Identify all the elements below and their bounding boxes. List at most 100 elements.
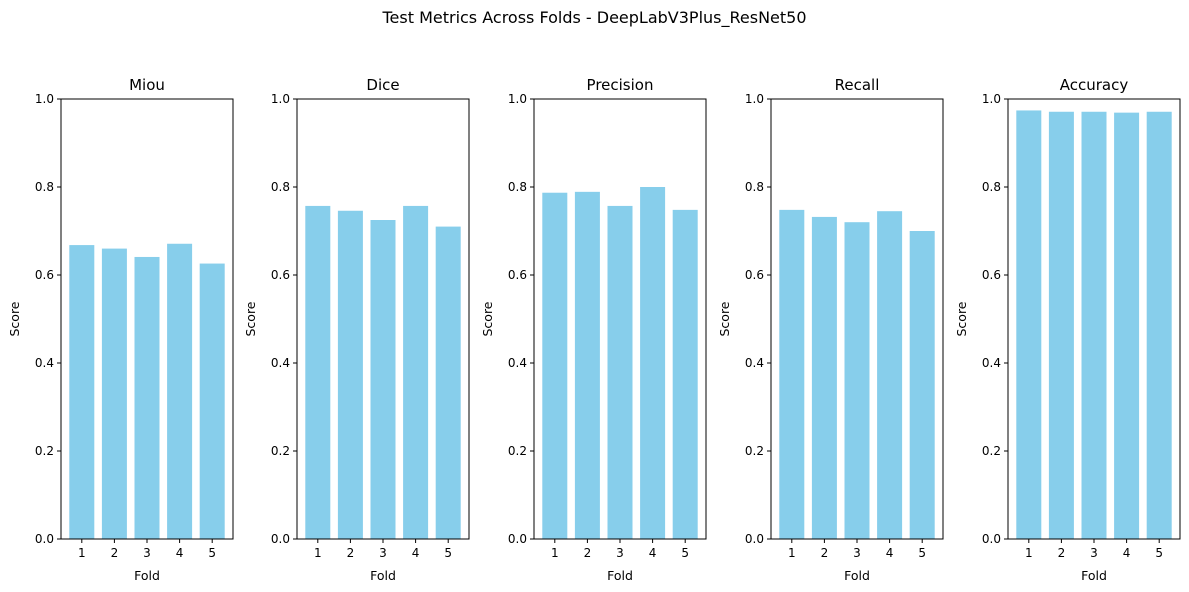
y-tick-label: 0.8 xyxy=(271,180,290,194)
panel-dice: 0.0 0.2 0.4 0.6 0.8 1.0 1 2 3 4 5 Dice Fold Score xyxy=(243,76,470,583)
x-tick-label: 2 xyxy=(111,546,119,560)
panels: 0.00.20.40.60.81.01 2 3 4 5MiouFoldScore0.00… xyxy=(7,76,1181,583)
x-tick-label: 5 xyxy=(444,546,452,560)
y-axis-label: Score xyxy=(954,301,969,336)
y-axis-label: Score xyxy=(717,301,732,336)
panel-accuracy: 0.0 0.2 0.4 0.6 0.8 1.0 1 2 3 4 5 Accuracy Fold Score xyxy=(954,76,1181,583)
x-tick-label: 4 xyxy=(886,546,894,560)
y-tick-label: 0.4 xyxy=(508,356,527,370)
bar xyxy=(877,211,903,539)
x-tick-label: 2 xyxy=(347,546,355,560)
y-tick-label: 0.6 xyxy=(508,268,527,282)
y-tick-label: 0.6 xyxy=(271,268,290,282)
bar xyxy=(101,248,127,539)
x-tick-label: 1 xyxy=(551,546,559,560)
y-tick-label: 0.6 xyxy=(982,268,1001,282)
bar xyxy=(167,243,193,539)
x-tick-label: 1 xyxy=(788,546,796,560)
x-tick-label: 4 xyxy=(412,546,420,560)
y-tick-label: 1.0 xyxy=(508,92,527,106)
bar xyxy=(640,187,666,539)
y-tick-label: 0.0 xyxy=(508,532,527,546)
x-tick-label: 1 xyxy=(1025,546,1033,560)
x-tick-label: 4 xyxy=(649,546,657,560)
x-tick-label: 2 xyxy=(821,546,829,560)
x-tick-label: 3 xyxy=(1090,546,1098,560)
bar xyxy=(69,245,95,539)
x-tick-label: 1 xyxy=(78,546,86,560)
y-tick-label: 0.6 xyxy=(745,268,764,282)
bar xyxy=(1048,111,1074,539)
y-tick-label: 1.0 xyxy=(745,92,764,106)
y-tick-label: 0.8 xyxy=(508,180,527,194)
y-tick-label: 0.2 xyxy=(508,444,527,458)
bar xyxy=(134,256,160,539)
x-tick-label: 3 xyxy=(143,546,151,560)
bar xyxy=(672,209,698,539)
bar xyxy=(305,205,331,540)
x-tick-label: 5 xyxy=(681,546,689,560)
x-tick-label: 5 xyxy=(208,546,216,560)
x-tick-label: 4 xyxy=(176,546,184,560)
x-tick-label: 5 xyxy=(1155,546,1163,560)
panel-title: Miou xyxy=(129,76,165,94)
y-tick-label: 0.2 xyxy=(271,444,290,458)
x-tick-label: 2 xyxy=(1058,546,1066,560)
bar xyxy=(403,205,429,540)
x-tick-label: 3 xyxy=(616,546,624,560)
bar xyxy=(909,231,935,539)
y-tick-label: 0.8 xyxy=(35,180,54,194)
y-tick-label: 0.2 xyxy=(35,444,54,458)
x-tick-label: 5 xyxy=(918,546,926,560)
bar xyxy=(607,205,633,540)
bar xyxy=(811,216,837,540)
bar xyxy=(1081,111,1107,539)
x-tick-label: 3 xyxy=(853,546,861,560)
panel-title: Dice xyxy=(366,76,399,94)
y-tick-label: 0.2 xyxy=(982,444,1001,458)
bar xyxy=(337,210,363,539)
y-tick-label: 0.4 xyxy=(271,356,290,370)
y-tick-label: 0.8 xyxy=(982,180,1001,194)
figure-title: Test Metrics Across Folds - DeepLabV3Plu… xyxy=(381,8,806,28)
x-axis-label: Fold xyxy=(134,568,160,583)
x-tick-label: 3 xyxy=(379,546,387,560)
y-tick-label: 0.0 xyxy=(745,532,764,546)
bar xyxy=(435,226,461,539)
panel-miou: 0.0 0.2 0.4 0.6 0.8 1.0 1 2 3 4 5 Miou Fold Score xyxy=(7,76,234,583)
bar xyxy=(370,220,396,539)
y-tick-label: 0.8 xyxy=(745,180,764,194)
panel-title: Recall xyxy=(835,76,880,94)
bar xyxy=(542,192,568,539)
y-tick-label: 0.0 xyxy=(271,532,290,546)
y-tick-label: 0.4 xyxy=(982,356,1001,370)
y-tick-label: 0.0 xyxy=(35,532,54,546)
bar xyxy=(199,263,225,539)
bar xyxy=(574,191,600,539)
y-tick-label: 1.0 xyxy=(982,92,1001,106)
panel-title: Precision xyxy=(587,76,654,94)
y-axis-label: Score xyxy=(7,301,22,336)
x-tick-label: 1 xyxy=(314,546,322,560)
panel-title: Accuracy xyxy=(1060,76,1129,94)
panel-precision: 0.0 0.2 0.4 0.6 0.8 1.0 1 2 3 4 5 Precision Fold Scor… xyxy=(480,76,707,583)
y-tick-label: 0.4 xyxy=(35,356,54,370)
y-tick-label: 0.2 xyxy=(745,444,764,458)
panel-recall: 0.0 0.2 0.4 0.6 0.8 1.0 1 2 3 4 5 Recall Fold Score xyxy=(717,76,944,583)
y-tick-label: 0.4 xyxy=(745,356,764,370)
bar xyxy=(1114,112,1140,539)
x-axis-label: Fold xyxy=(844,568,870,583)
y-axis-label: Score xyxy=(480,301,495,336)
bar xyxy=(844,222,870,539)
x-tick-label: 4 xyxy=(1123,546,1131,560)
bar xyxy=(1146,111,1172,539)
x-axis-label: Fold xyxy=(370,568,396,583)
y-axis-label: Score xyxy=(243,301,258,336)
x-tick-label: 2 xyxy=(584,546,592,560)
bar xyxy=(1016,110,1042,539)
x-axis-label: Fold xyxy=(607,568,633,583)
x-axis-label: Fold xyxy=(1081,568,1107,583)
y-tick-label: 0.0 xyxy=(982,532,1001,546)
